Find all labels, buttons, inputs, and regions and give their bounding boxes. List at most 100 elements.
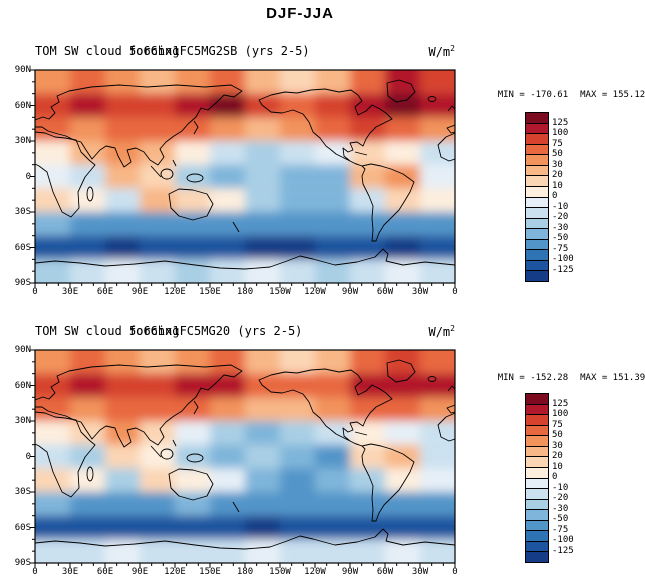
colorbar-segment <box>526 122 548 134</box>
colorbar-label: -100 <box>552 254 574 264</box>
lat-tick-label: 0 <box>25 171 31 182</box>
lon-tick-label: 30E <box>61 287 79 297</box>
colorbar-label: 100 <box>552 409 569 419</box>
colorbar-label: 75 <box>552 419 563 430</box>
colorbar-label: 0 <box>552 191 558 201</box>
colorbar-label: 10 <box>552 461 563 472</box>
colorbar-segment <box>526 540 548 552</box>
colorbar-label: -50 <box>552 514 569 524</box>
colorbar-segment <box>526 259 548 271</box>
colorbar-label: 10 <box>552 180 563 191</box>
colorbar-segment <box>526 551 548 562</box>
lat-tick-label: 60S <box>14 242 31 253</box>
lat-tick-label: 60S <box>14 522 31 533</box>
units-label: W/m2 <box>428 44 455 59</box>
lon-tick-label: 60W <box>376 287 394 297</box>
lon-tick-label: 30W <box>411 287 429 297</box>
lon-tick-label: 0 <box>32 287 38 297</box>
colorbar-segment <box>526 394 548 404</box>
colorbar-label: -75 <box>552 243 569 254</box>
lon-tick-label: 120E <box>164 567 186 577</box>
min-value: MIN = -170.61 <box>497 90 569 100</box>
colorbar-segment <box>526 466 548 478</box>
colorbar-label: -20 <box>552 493 569 503</box>
lon-tick-label: 180 <box>236 567 254 577</box>
lon-tick-label: 90E <box>131 567 149 577</box>
colorbar-segment <box>526 217 548 229</box>
map-frame <box>34 349 456 564</box>
map-panel-2 <box>30 349 456 568</box>
max-value: MAX = 151.39 <box>580 373 645 383</box>
colorbar-segment <box>526 228 548 239</box>
colorbar-segment <box>526 185 548 197</box>
lon-tick-label: 150W <box>269 287 291 297</box>
colorbar-segment <box>526 509 548 520</box>
lat-tick-label: 90S <box>14 278 31 288</box>
panel-1-header: TOM SW cloud forcing 5o66hx1FC5MG2SB (yr… <box>0 44 645 60</box>
colorbar-label: -125 <box>552 264 574 275</box>
colorbar-segment <box>526 175 548 186</box>
colorbar-label: 0 <box>552 472 558 482</box>
field-cells <box>35 350 455 563</box>
lon-tick-label: 30W <box>411 567 429 577</box>
lat-tick-label: 30N <box>14 136 31 146</box>
lon-tick-label: 60E <box>96 287 114 297</box>
colorbar-label: -30 <box>552 222 569 233</box>
panel-title: TOM SW cloud forcing <box>35 44 180 58</box>
lon-tick-label: 60E <box>96 567 114 577</box>
map-panel-1 <box>30 69 456 288</box>
colorbar-segment <box>526 403 548 415</box>
colorbar-label: -20 <box>552 212 569 222</box>
colorbar-label: 100 <box>552 128 569 138</box>
panel-case-title: 5o66hx1FC5MG20 (yrs 2-5) <box>129 324 303 338</box>
lat-tick-label: 30S <box>14 487 31 497</box>
lon-tick-label: 30E <box>61 567 79 577</box>
colorbar-segment <box>526 113 548 123</box>
lon-tick-label: 60W <box>376 567 394 577</box>
colorbar-label: -50 <box>552 233 569 243</box>
colorbar-label: -125 <box>552 545 574 556</box>
colorbar-segment <box>526 424 548 436</box>
colorbar-label: -100 <box>552 535 574 545</box>
panel-title: TOM SW cloud forcing <box>35 324 180 338</box>
lat-tick-label: 90N <box>14 345 31 355</box>
lon-tick-label: 0 <box>452 287 458 297</box>
lat-tick-label: 60N <box>14 100 31 111</box>
coastlines <box>35 359 455 550</box>
max-value: MAX = 155.12 <box>580 90 645 100</box>
colorbar-segment <box>526 249 548 260</box>
lat-tick-label: 30N <box>14 416 31 426</box>
colorbar-label: 50 <box>552 430 563 440</box>
minmax-label: MIN = -170.61 MAX = 155.12 <box>476 80 645 110</box>
colorbar-segment <box>526 207 548 218</box>
lon-tick-label: 150E <box>199 287 221 297</box>
colorbar-label: 125 <box>552 117 569 128</box>
map-frame <box>34 69 456 284</box>
lon-tick-label: 90E <box>131 287 149 297</box>
colorbar-label: 75 <box>552 138 563 149</box>
lon-tick-label: 120W <box>304 567 326 577</box>
panel-2-header: TOM SW cloud forcing 5o66hx1FC5MG20 (yrs… <box>0 324 645 340</box>
colorbar-segment <box>526 530 548 541</box>
units-label: W/m2 <box>428 324 455 339</box>
colorbar-label: 125 <box>552 398 569 409</box>
lon-tick-label: 0 <box>32 567 38 577</box>
colorbar-segment <box>526 154 548 165</box>
colorbar <box>525 393 549 563</box>
colorbar-segment <box>526 270 548 281</box>
colorbar-label: 50 <box>552 149 563 159</box>
lon-tick-label: 90W <box>341 287 359 297</box>
colorbar-label: 30 <box>552 440 563 451</box>
colorbar-label: 20 <box>552 170 563 180</box>
colorbar-segment <box>526 488 548 499</box>
figure-title: DJF-JJA <box>266 5 334 22</box>
minmax-label: MIN = -152.28 MAX = 151.39 <box>476 363 645 393</box>
colorbar-segment <box>526 133 548 144</box>
colorbar-segment <box>526 477 548 489</box>
colorbar-segment <box>526 435 548 446</box>
field-cells <box>35 70 455 283</box>
lat-tick-label: 90S <box>14 558 31 568</box>
lon-tick-label: 150E <box>199 567 221 577</box>
coastlines <box>35 79 455 270</box>
